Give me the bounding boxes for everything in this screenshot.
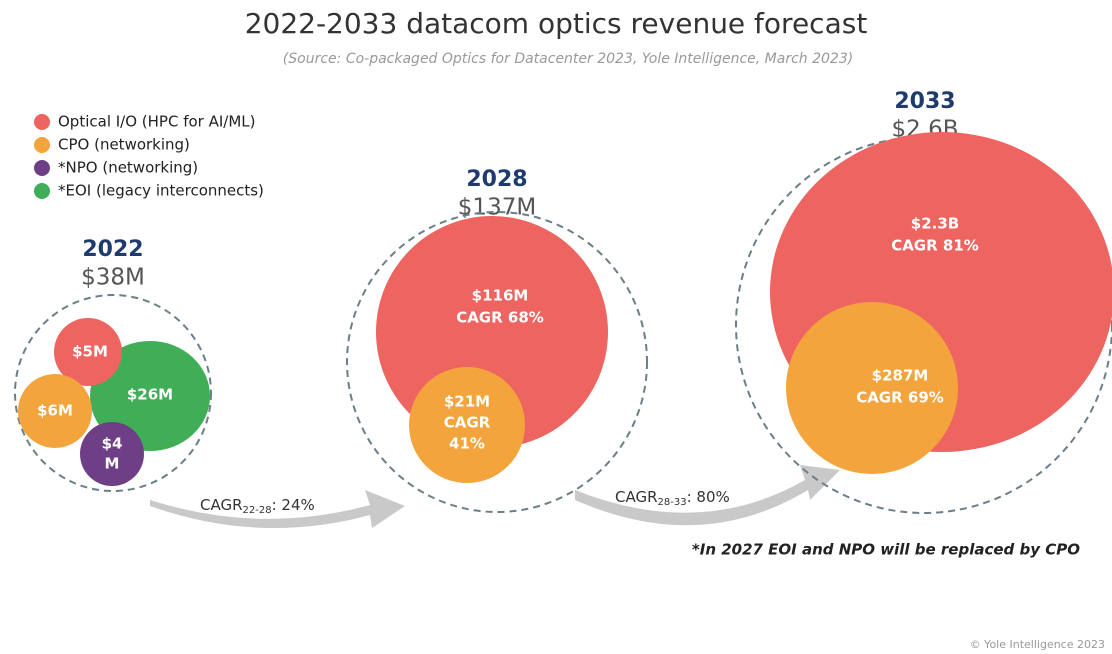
bubble-label: $2.3B <box>911 215 959 233</box>
total: $38M <box>81 265 145 291</box>
legend-label: CPO (networking) <box>58 136 190 154</box>
copyright: © Yole Intelligence 2023 <box>970 638 1105 651</box>
bubble <box>18 374 92 448</box>
bubble <box>786 302 958 474</box>
bubble-label: $287M <box>872 367 929 385</box>
source: (Source: Co-packaged Optics for Datacent… <box>283 51 853 67</box>
bubble <box>54 318 122 386</box>
bubble-label: $116M <box>472 287 529 305</box>
legend-swatch <box>34 137 50 153</box>
bubble-label: $26M <box>127 386 173 404</box>
bubble-label: $4 <box>102 435 123 453</box>
arrow <box>575 465 840 526</box>
bubble <box>80 422 144 486</box>
group-outline <box>14 294 212 492</box>
arrow <box>150 490 405 529</box>
title: 2022-2033 datacom optics revenue forecas… <box>245 7 868 40</box>
bubble <box>409 367 525 483</box>
group-outline <box>735 136 1112 514</box>
bubble-label: CAGR 68% <box>456 309 544 327</box>
legend-label: *NPO (networking) <box>58 159 198 177</box>
bubble-label: M <box>105 455 120 473</box>
bubble-label: $6M <box>37 402 73 420</box>
year: 2022 <box>82 237 143 262</box>
bubble-label: $5M <box>72 343 108 361</box>
year: 2033 <box>894 89 955 114</box>
legend: Optical I/O (HPC for AI/ML) CPO (networki… <box>34 113 264 200</box>
bubble-label: $21M <box>444 393 490 411</box>
legend-label: Optical I/O (HPC for AI/ML) <box>58 113 256 131</box>
bubble-label: 41% <box>449 435 485 453</box>
bubble-label: CAGR 69% <box>856 389 944 407</box>
group-outline <box>346 211 648 513</box>
legend-swatch <box>34 114 50 130</box>
year: 2028 <box>466 167 527 192</box>
legend-label: *EOI (legacy interconnects) <box>58 182 264 200</box>
legend-swatch <box>34 160 50 176</box>
arrow-label: CAGR22-28: 24% <box>200 496 315 517</box>
legend-swatch <box>34 183 50 199</box>
bubble-label: CAGR 81% <box>891 237 979 255</box>
footnote: *In 2027 EOI and NPO will be replaced by… <box>692 541 1080 559</box>
bubble-label: CAGR <box>444 414 491 432</box>
arrow-label: CAGR28-33: 80% <box>615 488 730 509</box>
